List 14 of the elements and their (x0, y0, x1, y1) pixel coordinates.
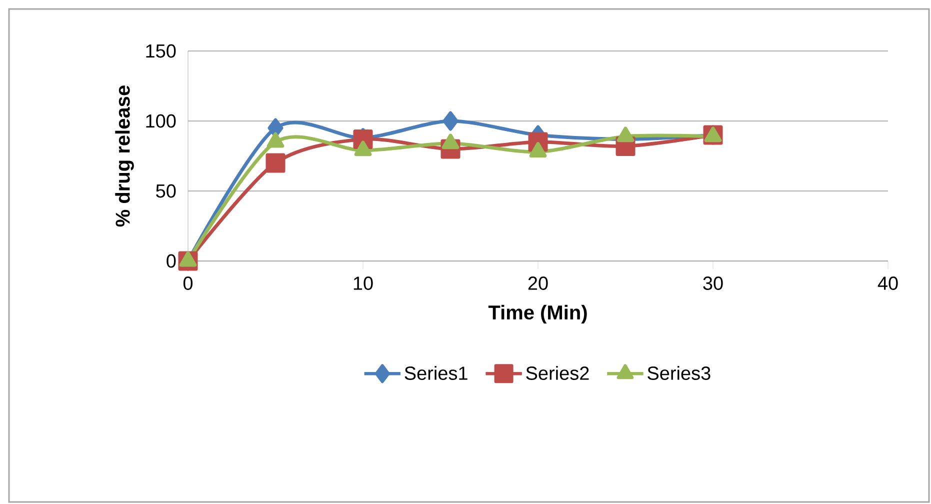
legend-label: Series1 (404, 366, 468, 380)
legend-label: Series3 (648, 366, 710, 380)
x-tick-label: 20 (528, 276, 548, 290)
y-tick-label: 0 (166, 254, 176, 268)
x-axis-title: Time (Min) (488, 304, 587, 324)
y-tick-label: 150 (146, 44, 176, 58)
x-tick-label: 30 (703, 276, 723, 290)
y-tick-label: 50 (156, 184, 176, 198)
x-tick-label: 0 (183, 276, 193, 290)
legend-label: Series2 (526, 366, 589, 380)
x-tick-label: 40 (878, 276, 898, 290)
y-axis-title: % drug release (115, 86, 134, 227)
x-tick-label: 10 (354, 276, 373, 290)
y-tick-label: 100 (146, 114, 176, 128)
